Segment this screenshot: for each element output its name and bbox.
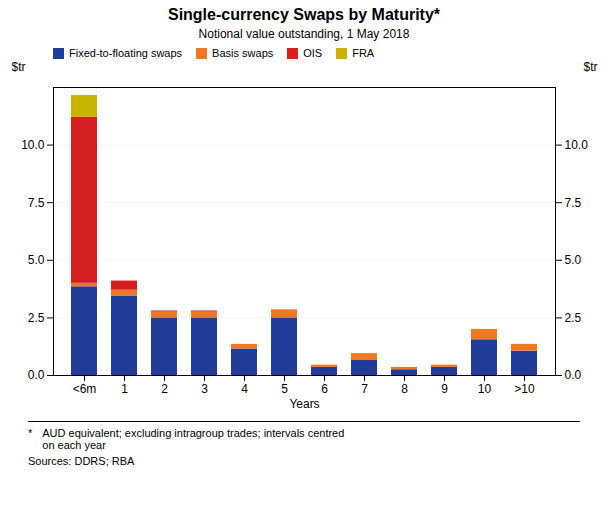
html-text:Fixed-to-floating swaps: Fixed-to-floating swaps bbox=[69, 47, 183, 59]
svg-text:0.0: 0.0 bbox=[28, 368, 45, 382]
svg-text:10.0: 10.0 bbox=[21, 138, 45, 152]
svg-text:$tr: $tr bbox=[583, 60, 597, 74]
svg-text:0.0: 0.0 bbox=[565, 368, 582, 382]
html-text:AUD equivalent; excluding intr: AUD equivalent; excluding intragroup tra… bbox=[42, 427, 345, 451]
svg-text:2.5: 2.5 bbox=[28, 311, 45, 325]
svg-text:8: 8 bbox=[401, 382, 408, 396]
svg-text:7.5: 7.5 bbox=[28, 196, 45, 210]
html-text:FRA: FRA bbox=[352, 47, 375, 59]
svg-text:2: 2 bbox=[161, 382, 168, 396]
svg-text:<6m: <6m bbox=[73, 382, 97, 396]
svg-text:3: 3 bbox=[201, 382, 208, 396]
svg-text:6: 6 bbox=[321, 382, 328, 396]
svg-text:5.0: 5.0 bbox=[28, 253, 45, 267]
svg-text:10: 10 bbox=[478, 382, 492, 396]
svg-text:5: 5 bbox=[281, 382, 288, 396]
svg-text:7: 7 bbox=[361, 382, 368, 396]
svg-text:2.5: 2.5 bbox=[565, 311, 582, 325]
svg-text:>10: >10 bbox=[514, 382, 535, 396]
svg-text:4: 4 bbox=[241, 382, 248, 396]
svg-text:5.0: 5.0 bbox=[565, 253, 582, 267]
svg-text:10.0: 10.0 bbox=[565, 138, 589, 152]
svg-text:1: 1 bbox=[121, 382, 128, 396]
html-text:Single-currency Swaps by Matur: Single-currency Swaps by Maturity* bbox=[168, 6, 440, 23]
svg-text:9: 9 bbox=[441, 382, 448, 396]
svg-text:7.5: 7.5 bbox=[565, 196, 582, 210]
html-text:Sources: DDRS; RBA: Sources: DDRS; RBA bbox=[28, 455, 135, 467]
svg-text:Years: Years bbox=[289, 397, 319, 411]
html-text:Notional value outstanding, 1: Notional value outstanding, 1 May 2018 bbox=[198, 27, 410, 41]
svg-text:$tr: $tr bbox=[12, 60, 26, 74]
html-text:Basis swaps: Basis swaps bbox=[212, 47, 274, 59]
html-text:OIS: OIS bbox=[303, 47, 323, 59]
